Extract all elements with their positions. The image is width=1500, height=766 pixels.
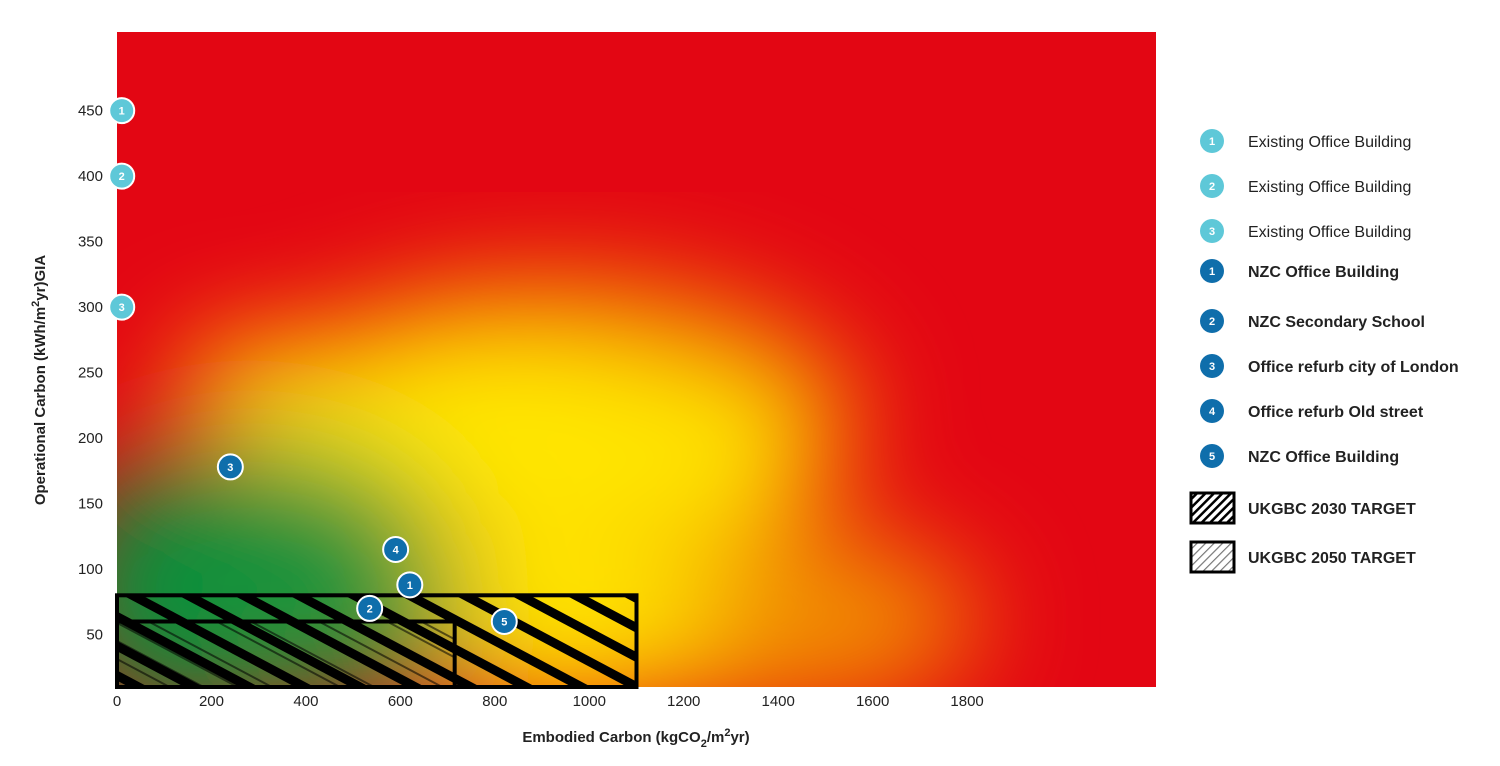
legend-marker — [1200, 354, 1224, 378]
point-label: 2 — [367, 603, 373, 615]
data-point-existing-3: 3 — [108, 293, 136, 321]
legend-item: 3 Office refurb city of London — [1200, 354, 1459, 378]
legend-label: UKGBC 2050 TARGET — [1248, 550, 1416, 567]
point-marker — [382, 535, 410, 563]
x-tick-label: 600 — [388, 693, 413, 710]
y-tick-label: 450 — [78, 103, 103, 120]
legend-marker — [1200, 399, 1224, 423]
x-tick-label: 200 — [199, 693, 224, 710]
target-hatch — [117, 621, 455, 687]
legend-item: 4 Office refurb Old street — [1200, 399, 1424, 423]
target-region-2050 — [115, 619, 457, 689]
target-regions — [115, 593, 639, 689]
x-tick-label: 1600 — [856, 693, 889, 710]
x-tick-label: 1000 — [573, 693, 606, 710]
legend-item: 5 NZC Office Building — [1200, 444, 1399, 468]
legend-marker — [1200, 219, 1224, 243]
data-point-nzc-1: 1 — [396, 571, 424, 599]
point-marker — [108, 293, 136, 321]
legend-marker-label: 1 — [1209, 136, 1215, 148]
legend: 1 Existing Office Building 2 Existing Offic… — [1189, 129, 1459, 574]
legend-item: UKGBC 2030 TARGET — [1189, 491, 1416, 525]
legend-label: Existing Office Building — [1248, 179, 1411, 196]
legend-item: 2 Existing Office Building — [1200, 174, 1411, 198]
x-tick-label: 1400 — [761, 693, 794, 710]
legend-item: 2 NZC Secondary School — [1200, 309, 1425, 333]
legend-marker — [1200, 174, 1224, 198]
y-tick-label: 300 — [78, 299, 103, 316]
legend-marker-label: 2 — [1209, 181, 1215, 193]
legend-marker — [1200, 444, 1224, 468]
data-point-nzc-2: 2 — [356, 594, 384, 622]
legend-label: Existing Office Building — [1248, 134, 1411, 151]
legend-label: NZC Secondary School — [1248, 314, 1425, 331]
point-label: 5 — [501, 617, 507, 629]
legend-label: Office refurb Old street — [1248, 404, 1424, 421]
legend-item: 3 Existing Office Building — [1200, 219, 1411, 243]
point-label: 3 — [119, 302, 125, 314]
legend-label: UKGBC 2030 TARGET — [1248, 501, 1416, 518]
y-axis-label: Operational Carbon (kWh/m2yr)GIA — [30, 255, 49, 505]
legend-swatch — [1189, 540, 1236, 574]
y-axis-ticks: 50 100 150 200 250 300 350 400 450 — [78, 103, 103, 644]
target-border — [115, 619, 457, 689]
legend-swatch — [1189, 491, 1236, 525]
y-tick-label: 50 — [86, 627, 103, 644]
legend-item: UKGBC 2050 TARGET — [1189, 540, 1416, 574]
point-label: 1 — [119, 106, 125, 118]
legend-label: NZC Office Building — [1248, 449, 1399, 466]
y-tick-label: 150 — [78, 496, 103, 513]
legend-marker — [1200, 309, 1224, 333]
legend-marker-label: 3 — [1209, 361, 1215, 373]
legend-item: 1 NZC Office Building — [1200, 259, 1399, 283]
point-label: 2 — [119, 171, 125, 183]
legend-marker-label: 4 — [1209, 406, 1216, 418]
point-marker — [490, 608, 518, 635]
legend-label: Existing Office Building — [1248, 224, 1411, 241]
legend-item: 1 Existing Office Building — [1200, 129, 1411, 153]
point-marker — [356, 594, 384, 622]
data-point-nzc-5: 5 — [490, 608, 518, 635]
legend-marker — [1200, 259, 1224, 283]
legend-marker-label: 2 — [1209, 316, 1215, 328]
x-tick-label: 1200 — [667, 693, 700, 710]
point-marker — [216, 453, 244, 481]
legend-marker-label: 1 — [1209, 266, 1215, 278]
y-tick-label: 250 — [78, 365, 103, 382]
legend-marker-label: 5 — [1209, 451, 1215, 463]
y-tick-label: 100 — [78, 561, 103, 578]
x-tick-label: 0 — [113, 693, 121, 710]
legend-marker — [1200, 129, 1224, 153]
y-tick-label: 350 — [78, 234, 103, 251]
data-point-existing-1: 1 — [108, 97, 136, 125]
point-marker — [108, 162, 136, 190]
point-label: 4 — [393, 544, 400, 556]
point-marker — [108, 97, 136, 125]
x-axis-label: Embodied Carbon (kgCO2/m2yr) — [522, 727, 749, 750]
point-label: 3 — [227, 462, 233, 474]
x-axis-ticks: 0 200 400 600 800 1000 1200 1400 1600 1800 — [113, 693, 984, 710]
x-tick-label: 800 — [482, 693, 507, 710]
data-points: 1 2 3 1 2 3 4 5 — [108, 97, 518, 635]
x-tick-label: 1800 — [950, 693, 983, 710]
data-point-nzc-3: 3 — [216, 453, 244, 481]
legend-marker-label: 3 — [1209, 226, 1215, 238]
legend-label: NZC Office Building — [1248, 264, 1399, 281]
point-marker — [396, 571, 424, 599]
point-label: 1 — [407, 580, 413, 592]
legend-label: Office refurb city of London — [1248, 359, 1459, 376]
data-point-nzc-4: 4 — [382, 535, 410, 563]
y-tick-label: 400 — [78, 168, 103, 185]
y-tick-label: 200 — [78, 430, 103, 447]
data-point-existing-2: 2 — [108, 162, 136, 190]
x-tick-label: 400 — [293, 693, 318, 710]
